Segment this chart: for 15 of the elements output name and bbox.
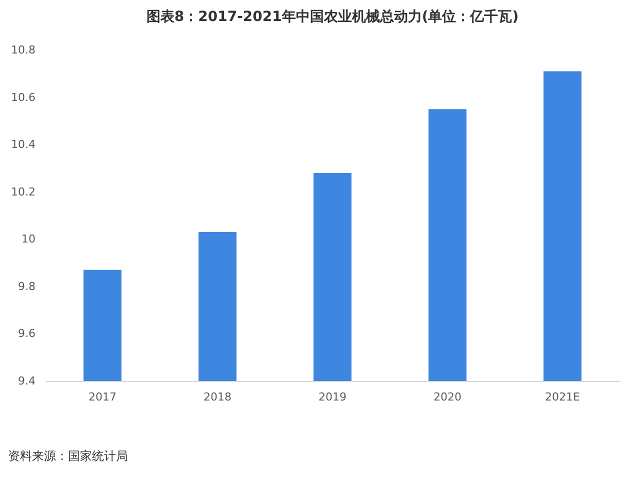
x-tick-label: 2019 (318, 390, 346, 404)
chart-title: 图表8：2017-2021年中国农业机械总动力(单位：亿千瓦) (146, 8, 519, 25)
y-tick-label: 10 (22, 232, 36, 246)
x-tick-label: 2021E (545, 390, 580, 404)
x-tick-label: 2020 (434, 390, 462, 404)
y-tick-label: 9.8 (18, 280, 36, 293)
y-tick-label: 10.6 (11, 90, 36, 104)
y-tick-label: 10.8 (11, 44, 36, 56)
x-tick-label: 2018 (204, 390, 232, 404)
y-tick-label: 9.4 (18, 374, 36, 388)
x-tick-label: 2017 (88, 390, 116, 404)
text: 资料来源：国家统计局 (8, 448, 128, 465)
y-tick-label: 10.4 (11, 138, 36, 152)
y-tick-label: 9.6 (18, 327, 36, 340)
y-tick-label: 10.2 (11, 185, 36, 198)
